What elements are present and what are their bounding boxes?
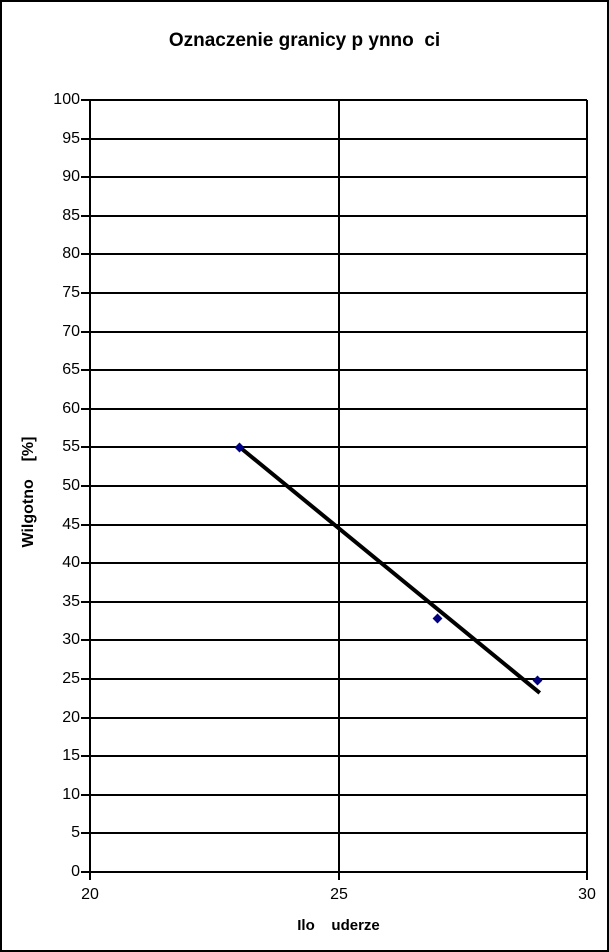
y-axis-tick [81, 331, 90, 333]
x-axis-tick [89, 873, 91, 880]
trendline [237, 445, 542, 695]
y-tick-label: 0 [71, 863, 80, 880]
y-axis-tick [81, 369, 90, 371]
y-tick-label: 25 [62, 670, 80, 687]
y-tick-label: 45 [62, 516, 80, 533]
y-tick-label: 95 [62, 130, 80, 147]
y-tick-label: 60 [62, 400, 80, 417]
y-tick-label: 5 [71, 824, 80, 841]
y-tick-label: 40 [62, 554, 80, 571]
y-tick-label: 100 [53, 91, 80, 108]
y-tick-label: 90 [62, 168, 80, 185]
y-axis-tick [81, 524, 90, 526]
y-tick-label: 15 [62, 747, 80, 764]
x-tick-label: 30 [578, 886, 596, 903]
y-axis-tick [81, 794, 90, 796]
y-tick-label: 55 [62, 438, 80, 455]
y-tick-label: 70 [62, 323, 80, 340]
y-tick-label: 35 [62, 593, 80, 610]
plot-area [81, 99, 588, 880]
y-tick-label: 50 [62, 477, 80, 494]
y-axis-tick [81, 408, 90, 410]
x-axis-tick [338, 873, 340, 880]
y-axis-tick [81, 562, 90, 564]
chart-title: Oznaczenie granicy p ynno ci [168, 30, 441, 51]
y-axis-tick [81, 485, 90, 487]
y-axis-tick [81, 871, 90, 873]
y-axis-tick [81, 717, 90, 719]
y-tick-label: 30 [62, 631, 80, 648]
y-axis-tick [81, 832, 90, 834]
y-axis-tick [81, 99, 90, 101]
y-tick-label: 80 [62, 245, 80, 262]
y-tick-label: 65 [62, 361, 80, 378]
y-axis-tick [81, 215, 90, 217]
y-axis-tick [81, 446, 90, 448]
y-axis-tick [81, 601, 90, 603]
y-tick-label: 85 [62, 207, 80, 224]
y-tick-label: 20 [62, 709, 80, 726]
x-axis-title: Ilo uderze [297, 917, 380, 934]
y-tick-label: 10 [62, 786, 80, 803]
vertical-gridline [89, 100, 91, 873]
y-axis-tick [81, 138, 90, 140]
y-axis-tick [81, 678, 90, 680]
y-axis-tick [81, 292, 90, 294]
y-axis-tick [81, 176, 90, 178]
y-axis-tick [81, 755, 90, 757]
vertical-gridline [586, 100, 588, 873]
x-axis-tick [586, 873, 588, 880]
x-tick-label: 20 [81, 886, 99, 903]
y-axis-tick [81, 253, 90, 255]
x-tick-label: 25 [330, 886, 348, 903]
vertical-gridline [338, 100, 340, 873]
y-tick-label: 75 [62, 284, 80, 301]
y-axis-tick [81, 639, 90, 641]
